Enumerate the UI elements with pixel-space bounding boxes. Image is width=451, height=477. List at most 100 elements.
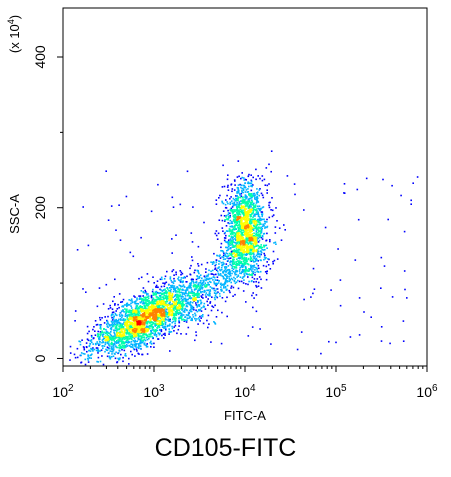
event-dot [231,278,234,281]
event-dot [227,230,229,232]
event-dot [148,300,150,302]
x-axis-ticks: 102 103 104 105 106 [52,366,438,400]
event-dot [231,210,234,213]
event-dot [191,290,193,293]
event-dot [233,228,235,230]
event-dot [169,350,171,352]
event-dot [215,282,217,285]
event-dot [178,304,180,306]
event-dot [157,316,159,318]
event-dot [201,282,204,285]
event-dot [175,317,177,320]
event-dot [224,237,227,239]
event-dot [213,276,216,279]
event-dot [120,325,122,327]
event-dot [253,194,255,197]
event-dot [155,314,158,316]
event-dot [131,335,134,338]
event-dot [236,201,238,204]
event-dot [169,306,172,309]
event-dot [146,323,148,325]
event-dot [241,256,244,259]
event-dot [229,238,232,240]
event-dot [116,314,118,317]
event-dot [96,305,99,308]
event-dot [224,220,226,222]
event-dot [154,294,157,296]
event-dot [124,354,126,357]
event-dot [237,196,240,198]
event-dot [171,312,173,315]
event-dot [113,320,116,323]
y-tick-label: 200 [32,196,48,220]
event-dot [119,315,121,318]
event-dot [229,225,231,228]
event-dot [213,287,215,290]
event-dot [243,261,246,264]
event-dot [122,345,125,347]
event-dot [242,238,245,241]
event-dot [247,224,249,227]
event-dot [138,320,140,322]
event-dot [255,198,258,201]
event-dot [142,334,144,337]
event-dot [258,234,261,237]
event-dot [262,206,265,208]
event-dot [238,251,241,253]
event-dot [114,278,116,281]
event-dot [248,224,251,227]
event-dot [195,334,198,337]
event-dot [171,292,174,295]
event-dot [195,299,197,301]
event-dot [229,247,232,249]
event-dot [236,192,238,194]
event-dot [122,341,124,344]
event-dot [242,242,244,245]
event-dot [178,290,180,293]
event-dot [264,271,267,273]
event-dot [146,334,149,337]
event-dot [251,245,253,247]
event-dot [146,330,149,333]
event-dot [175,234,177,236]
event-dot [391,184,393,187]
event-dot [177,299,179,301]
event-dot [249,259,252,262]
event-dot [245,272,247,275]
event-dot [109,304,111,307]
event-dot [108,355,111,358]
event-dot [131,336,134,338]
event-dot [196,291,199,293]
event-dot [196,275,198,277]
event-dot [173,307,175,309]
event-dot [198,272,200,275]
event-dot [228,217,230,219]
event-dot [365,177,368,180]
event-dot [242,271,244,273]
event-dot [247,198,250,200]
event-dot [243,240,246,243]
event-dot [245,224,248,227]
event-dot [116,332,119,334]
event-dot [231,206,234,208]
event-dot [243,274,246,277]
event-dot [267,258,269,260]
event-dot [264,248,266,251]
event-dot [96,323,99,326]
event-dot [155,309,158,311]
event-dot [167,284,170,286]
event-dot [190,307,193,310]
event-dot [320,352,322,355]
event-dot [231,255,234,258]
event-dot [108,324,111,326]
event-dot [202,306,205,308]
event-dot [197,290,199,292]
event-dot [244,194,247,196]
event-dot [108,352,110,354]
event-dot [134,355,136,357]
event-dot [278,227,281,229]
event-dot [146,316,148,318]
event-dot [94,334,97,336]
event-dot [245,179,247,181]
event-dot [225,216,227,218]
